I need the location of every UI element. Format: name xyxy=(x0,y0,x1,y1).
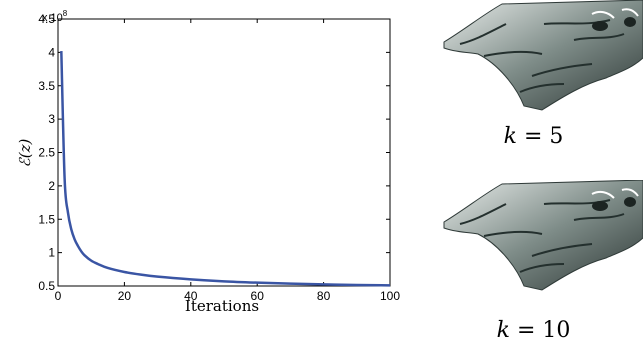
y-axis-multiplier-base: x 10 xyxy=(42,12,63,24)
x-axis-label: Iterations xyxy=(185,297,259,315)
x-tick-label: 80 xyxy=(317,289,331,303)
y-axis-label: ℰ(z) xyxy=(16,139,34,168)
axis-ticks: 0 20 40 60 80 100 0.5 1 1.5 2 2.5 3 3.5 4 4.5 xyxy=(38,12,400,303)
y-tick-label: 3 xyxy=(48,112,55,126)
y-tick-label: 0.5 xyxy=(38,279,55,293)
panel-label-k5: k = 5 xyxy=(424,124,643,149)
x-tick-label: 20 xyxy=(118,289,132,303)
x-tick-label: 40 xyxy=(184,289,198,303)
face-surface-icon xyxy=(443,0,643,111)
panel-label-k10: k = 10 xyxy=(424,318,643,343)
y-axis-multiplier-exponent: 8 xyxy=(63,9,68,18)
energy-series-line xyxy=(60,51,391,287)
face-surface-icon xyxy=(443,180,643,291)
face-render-k5 xyxy=(424,0,643,112)
y-tick-label: 2.5 xyxy=(38,146,55,160)
face-render-k10 xyxy=(424,180,643,292)
x-tick-label: 60 xyxy=(251,289,265,303)
y-tick-label: 1.5 xyxy=(38,212,55,226)
panel-label-k10-var: k xyxy=(496,318,510,343)
y-tick-label: 4.5 xyxy=(38,12,55,26)
x-tick-label: 100 xyxy=(380,289,400,303)
panel-label-k5-eq: = 5 xyxy=(516,124,564,149)
energy-convergence-chart: 0 20 40 60 80 100 0.5 1 1.5 2 2.5 3 3.5 4 4.5 ℰ(z) x 1… xyxy=(16,9,400,315)
plot-area-border xyxy=(57,18,391,287)
x-tick-label: 0 xyxy=(55,289,62,303)
y-tick-label: 2 xyxy=(48,179,55,193)
y-axis-multiplier: x 108 xyxy=(42,9,68,24)
panel-label-k5-var: k xyxy=(503,124,517,149)
plot-frame xyxy=(57,18,391,287)
series-layer xyxy=(60,51,391,287)
panel-label-k10-eq: = 10 xyxy=(509,318,571,343)
y-tick-label: 3.5 xyxy=(38,79,55,93)
y-tick-label: 4 xyxy=(48,45,55,59)
y-tick-label: 1 xyxy=(48,246,55,260)
